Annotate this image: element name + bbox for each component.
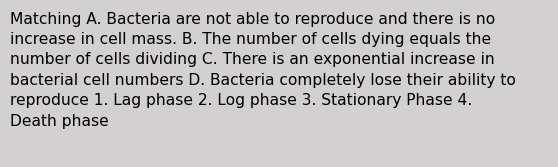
Text: Matching A. Bacteria are not able to reproduce and there is no
increase in cell : Matching A. Bacteria are not able to rep… [10, 12, 516, 129]
